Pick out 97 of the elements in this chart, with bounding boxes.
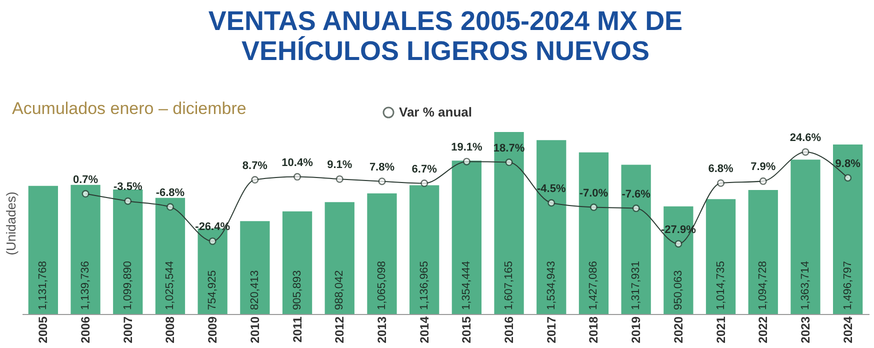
x-tick-label: 2012 [332, 316, 347, 344]
bar [324, 202, 354, 314]
x-tick-label: 2015 [460, 316, 474, 344]
data-label: 1,354,444 [460, 261, 473, 310]
bar [578, 152, 609, 314]
data-label: 950,063 [672, 270, 684, 310]
point [294, 173, 302, 181]
bar [833, 144, 863, 314]
x-tick-label: 2024 [840, 316, 855, 344]
point [759, 177, 767, 185]
point [802, 148, 810, 156]
data-label: 6.8% [708, 163, 734, 176]
point [420, 180, 428, 188]
point [505, 158, 513, 166]
data-label: 9.1% [327, 159, 352, 172]
x-tick-label: 2013 [374, 316, 389, 344]
bar [410, 185, 440, 314]
data-label: 8.7% [242, 160, 268, 172]
bar [282, 211, 312, 314]
x-tick-label: 2018 [586, 316, 601, 344]
data-label: 1,136,965 [418, 261, 430, 310]
data-label: 1,363,714 [799, 261, 812, 310]
bar [706, 199, 736, 314]
data-label: 1,496,797 [842, 261, 854, 310]
data-label: 1,607,165 [503, 261, 516, 310]
point [208, 237, 216, 245]
data-label: 7.9% [750, 161, 776, 174]
chart-title: VENTAS ANUALES 2005-2024 MX DE VEHÍCULOS LIGEROS NUEVOS [208, 6, 683, 66]
bar [240, 221, 270, 314]
data-label: 19.1% [451, 142, 482, 154]
x-tick-label: 2021 [714, 316, 728, 344]
bar [28, 186, 58, 314]
bar [748, 190, 778, 314]
data-label: 1,014,735 [714, 261, 727, 310]
data-label: -6.8% [156, 186, 185, 199]
x-tick-label: 2007 [120, 316, 135, 344]
x-tick-label: 2019 [629, 316, 644, 344]
bar [452, 160, 482, 314]
data-label: 6.7% [412, 163, 438, 176]
bar [790, 160, 820, 314]
x-tick-label: 2006 [78, 316, 93, 344]
bar [113, 189, 143, 314]
data-label: -7.6% [622, 188, 651, 200]
data-label: 7.8% [369, 161, 395, 174]
x-tick-label: 2014 [417, 316, 432, 344]
point [844, 174, 852, 182]
point [336, 175, 344, 183]
data-label: 10.4% [282, 156, 314, 169]
point [251, 176, 259, 184]
x-tick-label: 2008 [163, 316, 178, 344]
bar [367, 193, 397, 314]
bar [198, 228, 228, 314]
x-tick-label: 2009 [206, 316, 220, 344]
bar [621, 164, 651, 314]
x-tick-label: 2016 [502, 316, 516, 344]
point [590, 203, 598, 212]
data-label: 905,893 [291, 270, 304, 310]
x-tick-label: 2011 [290, 316, 304, 343]
chart-subtitle: Acumulados enero – diciembre [12, 99, 246, 118]
bar [155, 198, 186, 314]
point [717, 179, 725, 187]
data-label: 1,317,931 [630, 261, 642, 310]
bar [536, 140, 566, 314]
bar [494, 132, 524, 314]
point [124, 197, 132, 205]
x-tick-label: 2010 [248, 316, 262, 344]
data-label: 820,413 [248, 270, 261, 310]
data-label: 1,131,768 [37, 261, 50, 310]
y-axis-title: (Unidades) [4, 192, 18, 256]
x-tick-label: 2022 [756, 316, 770, 344]
x-tick-label: 2020 [671, 316, 686, 344]
data-label: 988,042 [334, 270, 346, 310]
point [166, 203, 174, 211]
point [82, 190, 90, 198]
point [462, 158, 470, 166]
data-label: 1,025,544 [164, 261, 176, 310]
data-label: 754,925 [206, 270, 219, 310]
data-label: 1,427,086 [588, 261, 600, 310]
data-label: 1,099,890 [122, 261, 134, 310]
legend-label: Var % anual [399, 104, 472, 120]
x-tick-label: 2005 [36, 316, 50, 344]
data-label: 1,534,943 [545, 261, 558, 310]
point [632, 204, 640, 212]
point [548, 199, 556, 207]
x-tick-label: 2023 [798, 316, 812, 344]
point [378, 178, 386, 186]
data-label: 1,065,098 [376, 261, 388, 310]
data-label: 1,094,728 [757, 261, 770, 310]
data-label: 24.6% [790, 132, 822, 144]
data-label: 9.8% [835, 158, 861, 170]
data-label: 1,139,736 [80, 261, 92, 310]
point [674, 240, 682, 248]
data-label: -7.0% [579, 187, 608, 200]
data-label: 0.7% [72, 174, 98, 186]
data-label: -4.5% [537, 182, 566, 195]
bar [70, 184, 100, 314]
x-tick-label: 2017 [544, 316, 558, 344]
